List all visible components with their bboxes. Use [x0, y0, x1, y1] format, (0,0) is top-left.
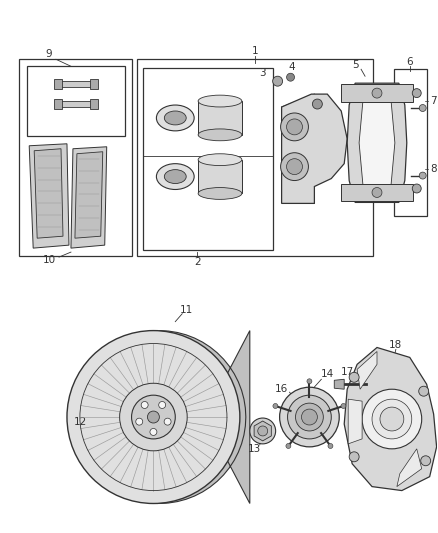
Text: 8: 8: [430, 164, 437, 174]
Circle shape: [279, 387, 339, 447]
Polygon shape: [90, 79, 98, 89]
Circle shape: [419, 104, 426, 111]
Circle shape: [150, 429, 157, 435]
Polygon shape: [198, 160, 242, 193]
Circle shape: [250, 418, 276, 444]
Ellipse shape: [156, 164, 194, 190]
Polygon shape: [348, 399, 362, 444]
Text: 5: 5: [352, 60, 358, 70]
Circle shape: [419, 172, 426, 179]
Polygon shape: [344, 348, 437, 490]
Ellipse shape: [198, 129, 242, 141]
Polygon shape: [198, 101, 242, 135]
Polygon shape: [75, 152, 103, 238]
Circle shape: [412, 184, 421, 193]
Circle shape: [141, 401, 148, 408]
Circle shape: [258, 426, 268, 436]
Circle shape: [419, 386, 429, 396]
Polygon shape: [54, 99, 62, 109]
Text: 2: 2: [194, 257, 201, 267]
Text: 1: 1: [251, 46, 258, 56]
Circle shape: [307, 379, 312, 384]
Polygon shape: [254, 421, 271, 441]
Circle shape: [296, 403, 323, 431]
Circle shape: [372, 399, 412, 439]
Text: 11: 11: [180, 305, 193, 314]
Circle shape: [159, 401, 166, 408]
Text: 10: 10: [42, 255, 56, 265]
Text: 6: 6: [406, 58, 413, 67]
Text: 3: 3: [259, 68, 266, 78]
Circle shape: [67, 330, 240, 504]
Polygon shape: [357, 351, 377, 389]
Text: 17: 17: [341, 367, 354, 377]
Polygon shape: [71, 147, 107, 248]
Ellipse shape: [156, 105, 194, 131]
Text: 14: 14: [321, 369, 334, 379]
Circle shape: [148, 411, 159, 423]
Text: 13: 13: [248, 444, 261, 454]
Circle shape: [288, 395, 331, 439]
Polygon shape: [341, 84, 413, 102]
Ellipse shape: [198, 188, 242, 199]
Polygon shape: [29, 144, 69, 248]
Polygon shape: [397, 449, 422, 487]
Circle shape: [421, 456, 431, 466]
Text: 7: 7: [430, 96, 437, 106]
Polygon shape: [282, 94, 347, 204]
Circle shape: [372, 88, 382, 98]
Circle shape: [328, 443, 333, 448]
Circle shape: [362, 389, 422, 449]
Ellipse shape: [198, 154, 242, 166]
Circle shape: [341, 403, 346, 408]
Text: 12: 12: [74, 417, 88, 427]
Circle shape: [281, 153, 308, 181]
Ellipse shape: [164, 111, 186, 125]
Circle shape: [349, 452, 359, 462]
Circle shape: [412, 88, 421, 98]
Circle shape: [286, 159, 303, 175]
Circle shape: [372, 188, 382, 197]
Circle shape: [164, 418, 171, 425]
Polygon shape: [334, 379, 344, 389]
Polygon shape: [359, 99, 395, 187]
Ellipse shape: [164, 169, 186, 183]
Circle shape: [281, 113, 308, 141]
Polygon shape: [54, 79, 62, 89]
Circle shape: [312, 99, 322, 109]
Polygon shape: [341, 183, 413, 201]
Ellipse shape: [198, 95, 242, 107]
Polygon shape: [347, 83, 407, 203]
Circle shape: [273, 76, 283, 86]
Circle shape: [349, 373, 359, 382]
Circle shape: [286, 119, 303, 135]
Text: 9: 9: [46, 50, 53, 59]
Circle shape: [380, 407, 404, 431]
Circle shape: [131, 395, 175, 439]
Circle shape: [273, 403, 278, 408]
Polygon shape: [90, 99, 98, 109]
Circle shape: [136, 418, 143, 425]
Polygon shape: [58, 81, 94, 87]
Polygon shape: [58, 101, 94, 107]
Circle shape: [286, 73, 294, 81]
Text: 16: 16: [275, 384, 288, 394]
Circle shape: [286, 443, 291, 448]
Text: 4: 4: [288, 62, 295, 72]
Polygon shape: [34, 149, 63, 238]
Polygon shape: [159, 330, 250, 504]
Text: 18: 18: [389, 341, 403, 351]
Circle shape: [120, 383, 187, 451]
Circle shape: [301, 409, 318, 425]
